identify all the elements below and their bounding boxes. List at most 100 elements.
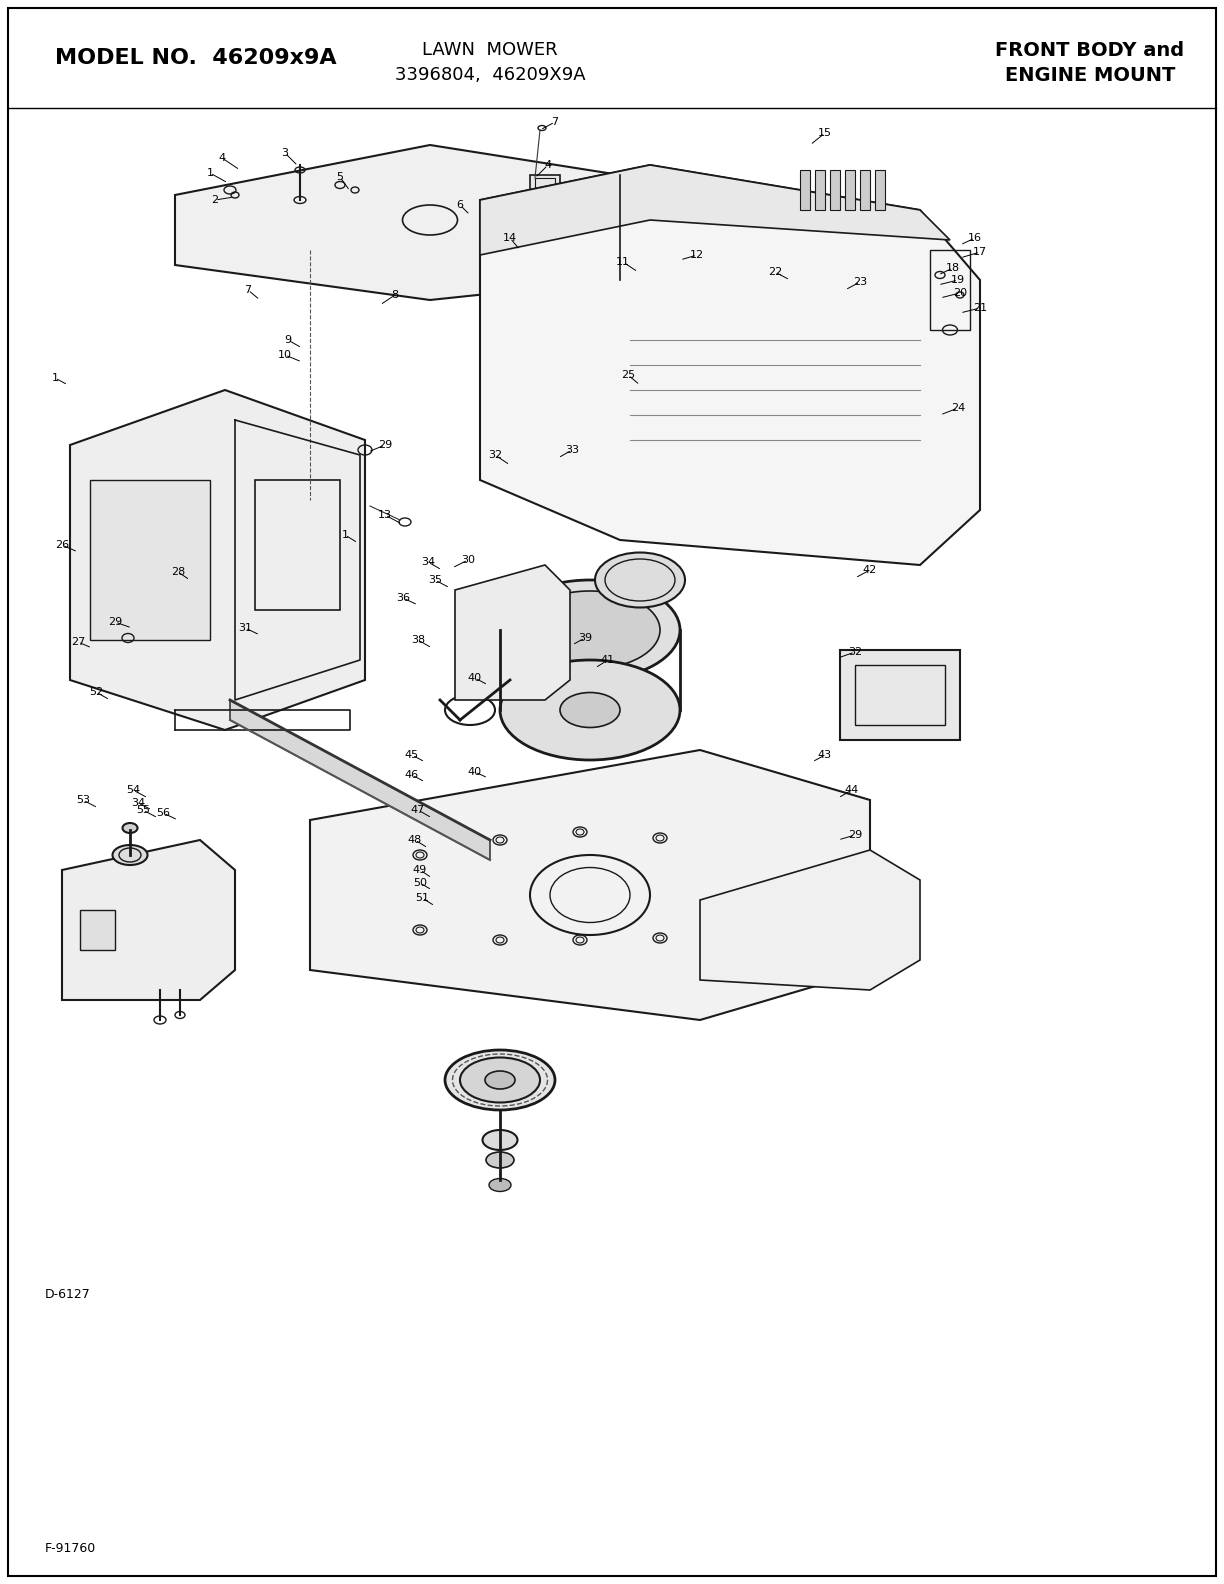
Polygon shape bbox=[700, 851, 920, 990]
Text: 7: 7 bbox=[245, 285, 252, 295]
Text: 42: 42 bbox=[863, 565, 878, 575]
Ellipse shape bbox=[446, 1050, 554, 1110]
Text: 34: 34 bbox=[131, 798, 146, 808]
Text: 25: 25 bbox=[621, 371, 635, 380]
Text: 4: 4 bbox=[218, 154, 225, 163]
Polygon shape bbox=[70, 390, 365, 730]
Text: 41: 41 bbox=[601, 656, 616, 665]
Text: 17: 17 bbox=[973, 247, 987, 257]
Text: 22: 22 bbox=[767, 268, 782, 277]
Text: 6: 6 bbox=[457, 200, 464, 211]
Text: 18: 18 bbox=[946, 263, 960, 272]
Polygon shape bbox=[62, 840, 235, 1000]
Polygon shape bbox=[455, 565, 570, 700]
Bar bbox=[930, 250, 969, 329]
Text: 9: 9 bbox=[284, 334, 291, 345]
Bar bbox=[860, 169, 870, 211]
Bar bbox=[800, 169, 810, 211]
Text: 39: 39 bbox=[578, 634, 592, 643]
Text: 50: 50 bbox=[412, 878, 427, 889]
Bar bbox=[535, 177, 554, 193]
Text: 19: 19 bbox=[951, 276, 965, 285]
Text: 8: 8 bbox=[392, 290, 399, 299]
Bar bbox=[875, 169, 885, 211]
Ellipse shape bbox=[520, 591, 660, 668]
Text: 23: 23 bbox=[853, 277, 867, 287]
Text: 24: 24 bbox=[951, 402, 966, 413]
Ellipse shape bbox=[499, 661, 681, 760]
Text: 10: 10 bbox=[278, 350, 293, 360]
Text: 36: 36 bbox=[397, 592, 410, 604]
Ellipse shape bbox=[490, 1178, 510, 1191]
Bar bbox=[830, 169, 840, 211]
Polygon shape bbox=[480, 165, 950, 255]
Bar bbox=[845, 169, 856, 211]
Bar bbox=[255, 480, 340, 610]
Ellipse shape bbox=[595, 553, 685, 608]
Text: 32: 32 bbox=[488, 450, 502, 459]
Text: D-6127: D-6127 bbox=[45, 1288, 91, 1302]
Bar bbox=[91, 480, 211, 640]
Text: 40: 40 bbox=[468, 767, 482, 778]
Text: 1: 1 bbox=[341, 531, 349, 540]
Text: 29: 29 bbox=[378, 440, 392, 450]
Text: 3396804,  46209X9A: 3396804, 46209X9A bbox=[394, 67, 585, 84]
Text: 3: 3 bbox=[282, 147, 289, 158]
Bar bbox=[530, 174, 561, 196]
Bar bbox=[856, 665, 945, 725]
Ellipse shape bbox=[482, 1129, 518, 1150]
Text: 45: 45 bbox=[405, 749, 419, 760]
Text: 13: 13 bbox=[378, 510, 392, 520]
Text: 46: 46 bbox=[405, 770, 419, 779]
Polygon shape bbox=[230, 700, 490, 860]
Text: 53: 53 bbox=[76, 795, 91, 805]
Ellipse shape bbox=[113, 844, 148, 865]
Text: 26: 26 bbox=[55, 540, 69, 550]
Text: 28: 28 bbox=[171, 567, 185, 577]
Ellipse shape bbox=[486, 1152, 514, 1167]
Text: 33: 33 bbox=[565, 445, 579, 455]
Text: 49: 49 bbox=[412, 865, 427, 874]
Text: 29: 29 bbox=[108, 618, 122, 627]
Text: 15: 15 bbox=[818, 128, 832, 138]
Text: 38: 38 bbox=[411, 635, 425, 645]
Bar bbox=[80, 909, 115, 950]
Ellipse shape bbox=[122, 824, 137, 833]
Text: LAWN  MOWER: LAWN MOWER bbox=[422, 41, 558, 59]
Ellipse shape bbox=[499, 580, 681, 680]
Text: 5: 5 bbox=[337, 173, 344, 182]
Text: 51: 51 bbox=[415, 893, 428, 903]
Text: 21: 21 bbox=[973, 303, 987, 314]
Text: 29: 29 bbox=[848, 830, 862, 840]
Bar bbox=[815, 169, 825, 211]
Text: 27: 27 bbox=[71, 637, 86, 646]
Text: FRONT BODY and: FRONT BODY and bbox=[995, 41, 1185, 60]
Text: 16: 16 bbox=[968, 233, 982, 242]
Text: 1: 1 bbox=[207, 168, 213, 177]
Text: F-91760: F-91760 bbox=[45, 1541, 97, 1554]
Text: 30: 30 bbox=[461, 554, 475, 565]
Text: 20: 20 bbox=[953, 288, 967, 298]
Text: 4: 4 bbox=[545, 160, 552, 169]
Text: 2: 2 bbox=[212, 195, 219, 204]
Text: 1: 1 bbox=[51, 372, 59, 383]
Text: 12: 12 bbox=[690, 250, 704, 260]
Polygon shape bbox=[175, 146, 621, 299]
Text: MODEL NO.  46209x9A: MODEL NO. 46209x9A bbox=[55, 48, 337, 68]
Text: 11: 11 bbox=[616, 257, 630, 268]
Text: 43: 43 bbox=[818, 749, 832, 760]
Ellipse shape bbox=[561, 692, 621, 727]
Text: 31: 31 bbox=[237, 623, 252, 634]
Text: 54: 54 bbox=[126, 786, 140, 795]
Text: 48: 48 bbox=[408, 835, 422, 844]
Text: 44: 44 bbox=[845, 786, 859, 795]
Ellipse shape bbox=[485, 1071, 515, 1090]
Bar bbox=[840, 649, 960, 740]
Text: ENGINE MOUNT: ENGINE MOUNT bbox=[1005, 65, 1175, 84]
Text: 52: 52 bbox=[89, 687, 103, 697]
Text: 7: 7 bbox=[552, 117, 558, 127]
Ellipse shape bbox=[460, 1058, 540, 1102]
Text: 32: 32 bbox=[848, 646, 862, 657]
Text: 47: 47 bbox=[411, 805, 425, 816]
Polygon shape bbox=[310, 749, 870, 1020]
